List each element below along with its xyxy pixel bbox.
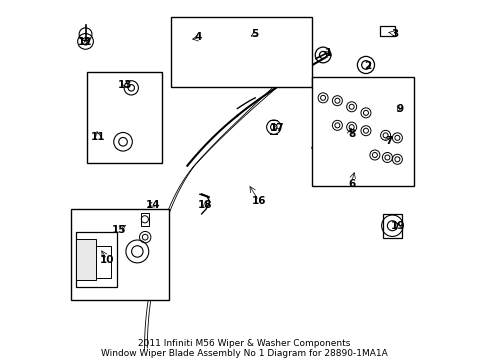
Text: 10: 10 [100, 255, 114, 265]
Bar [76, 239, 95, 280]
Bar [95, 246, 110, 278]
Text: 1: 1 [324, 48, 331, 58]
Text: 14: 14 [146, 200, 161, 210]
Text: 9: 9 [395, 104, 403, 113]
Bar [171, 18, 312, 87]
Text: 17: 17 [269, 123, 284, 133]
Bar [312, 77, 413, 186]
Bar [379, 26, 394, 36]
Text: 7: 7 [385, 136, 392, 146]
Text: 2011 Infiniti M56 Wiper & Washer Components
Window Wiper Blade Assembly No 1 Dia: 2011 Infiniti M56 Wiper & Washer Compone… [101, 339, 387, 358]
Text: 5: 5 [251, 28, 258, 39]
Text: 11: 11 [91, 132, 105, 142]
Text: 8: 8 [347, 129, 355, 139]
Bar [141, 213, 148, 226]
Text: 18: 18 [198, 200, 212, 210]
Text: 12: 12 [78, 37, 93, 48]
Text: 15: 15 [112, 225, 126, 235]
Bar [76, 232, 117, 287]
Text: 4: 4 [194, 32, 202, 42]
Text: 13: 13 [117, 80, 132, 90]
Bar [71, 208, 169, 300]
Text: 19: 19 [390, 221, 405, 231]
Text: 2: 2 [364, 61, 370, 71]
Text: 6: 6 [347, 179, 355, 189]
Bar [86, 72, 162, 163]
Bar [382, 213, 401, 238]
Text: 16: 16 [251, 197, 265, 206]
Text: 3: 3 [390, 28, 397, 39]
